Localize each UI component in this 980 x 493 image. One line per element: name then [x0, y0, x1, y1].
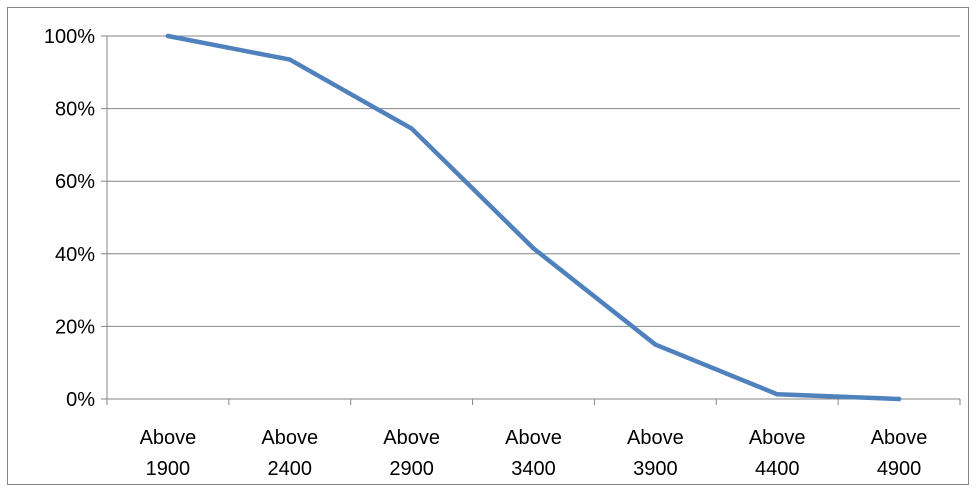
x-tick-label: Above 3400: [505, 427, 562, 480]
y-tick-label: 100%: [44, 26, 95, 48]
y-tick-label: 0%: [66, 389, 95, 411]
x-tick-label-line: Above: [261, 427, 318, 449]
x-tick-label-line: 2400: [268, 458, 313, 480]
x-tick-label-line: Above: [140, 427, 197, 449]
data-point: [531, 246, 536, 251]
x-tick-label: Above 4900: [871, 427, 928, 480]
data-point: [165, 33, 171, 39]
y-tick-label: 80%: [55, 99, 95, 121]
data-point: [409, 126, 414, 131]
data-point: [775, 392, 780, 397]
x-tick-label-line: Above: [505, 427, 562, 449]
x-tick-label-line: Above: [627, 427, 684, 449]
x-tick-label-line: Above: [749, 427, 806, 449]
x-tick-label-line: 2900: [389, 458, 434, 480]
x-tick-label: Above 3900: [627, 427, 684, 480]
x-tick-label: Above 4400: [749, 427, 806, 480]
y-tick-label: 20%: [55, 316, 95, 338]
series-group: [165, 33, 902, 402]
x-tick-label: Above 2900: [383, 427, 440, 480]
y-tick-label: 40%: [55, 244, 95, 266]
data-point: [287, 57, 292, 62]
x-tick-label-line: 3400: [511, 458, 556, 480]
chart-frame: [7, 7, 969, 485]
data-point: [896, 396, 902, 402]
series-line-0: [165, 33, 902, 402]
x-tick-label: Above 1900: [140, 427, 197, 480]
x-tick-label: Above 2400: [261, 427, 318, 480]
x-tick-label-line: Above: [871, 427, 928, 449]
x-tick-label-line: Above: [383, 427, 440, 449]
gridlines: [107, 35, 960, 400]
y-tick-label: 60%: [55, 171, 95, 193]
y-axis: 0% 20% 40% 60% 80% 100%: [44, 26, 108, 411]
x-tick-label-line: 1900: [146, 458, 191, 480]
x-tick-label-line: 4900: [877, 458, 922, 480]
x-tick-label-line: 3900: [633, 458, 678, 480]
x-tick-label-line: 4400: [755, 458, 800, 480]
data-point: [653, 342, 658, 347]
